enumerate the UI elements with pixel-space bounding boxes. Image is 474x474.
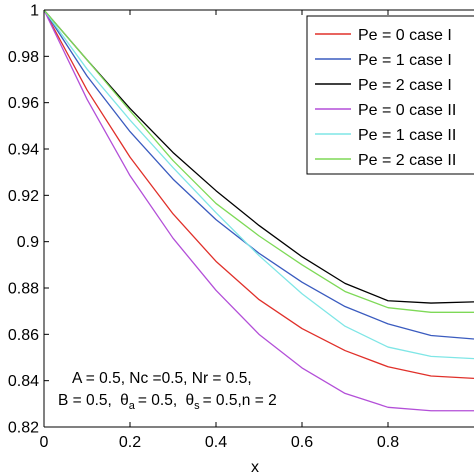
parameter-annotation: A = 0.5, Nc =0.5, Nr = 0.5, B = 0.5, θa =… [58, 370, 277, 412]
series-line-5 [43, 9, 474, 360]
y-tick-label-7: 0.96 [8, 95, 39, 112]
y-tick-label-3: 0.88 [8, 281, 39, 298]
theta-s-subscript: s [194, 400, 200, 412]
x-tick-label-2: 0.4 [205, 434, 227, 451]
x-tick-label-4: 0.8 [377, 434, 399, 451]
theta-a-value: = 0.5, [138, 392, 177, 409]
x-tick-label-1: 0.2 [119, 434, 141, 451]
x-tick-label-0: 0 [40, 434, 49, 451]
theta-a-subscript: a [129, 400, 136, 412]
annotation-line-2: B = 0.5, θa = 0.5, θs = 0.5,n = 2 [58, 392, 277, 412]
legend-label-2: Pe = 1 case I [358, 52, 452, 69]
legend-label-1: Pe = 0 case I [358, 27, 452, 44]
series-lines [43, 9, 474, 412]
y-tick-label-8: 0.98 [8, 49, 39, 66]
y-tick-label-1: 0.84 [8, 373, 39, 390]
x-axis-label: x [251, 459, 259, 474]
x-tick-label-3: 0.6 [291, 434, 313, 451]
annotation-b: B = 0.5, [58, 392, 112, 409]
series-line-4 [43, 9, 474, 412]
y-tick-label-6: 0.94 [8, 142, 39, 159]
legend-label-4: Pe = 0 case II [358, 102, 456, 119]
axes [43, 9, 474, 428]
legend-label-6: Pe = 2 case II [358, 152, 456, 169]
annotation-line-1: A = 0.5, Nc =0.5, Nr = 0.5, [72, 370, 252, 387]
y-tick-label-0: 0.82 [8, 420, 39, 437]
y-tick-label-5: 0.92 [8, 188, 39, 205]
legend: Pe = 0 case I Pe = 1 case I Pe = 2 case I P… [306, 15, 474, 175]
tick-labels: 0 0.2 0.4 0.6 0.8 0.82 0.84 0.86 0.88 0.9 0.92 0.94… [8, 3, 399, 452]
legend-label-3: Pe = 2 case I [358, 77, 452, 94]
theta-s-value: = 0.5,n = 2 [203, 392, 277, 409]
theta-s-symbol: θ [185, 392, 194, 409]
theta-a-symbol: θ [120, 392, 129, 409]
series-line-3 [43, 9, 474, 304]
legend-box [306, 15, 474, 175]
legend-label-5: Pe = 1 case II [358, 127, 456, 144]
y-tick-label-4: 0.9 [17, 234, 39, 251]
y-tick-label-9: 1 [30, 3, 39, 20]
series-line-2 [43, 9, 474, 340]
series-line-6 [43, 9, 474, 313]
series-line-1 [43, 9, 474, 379]
y-tick-label-2: 0.86 [8, 327, 39, 344]
